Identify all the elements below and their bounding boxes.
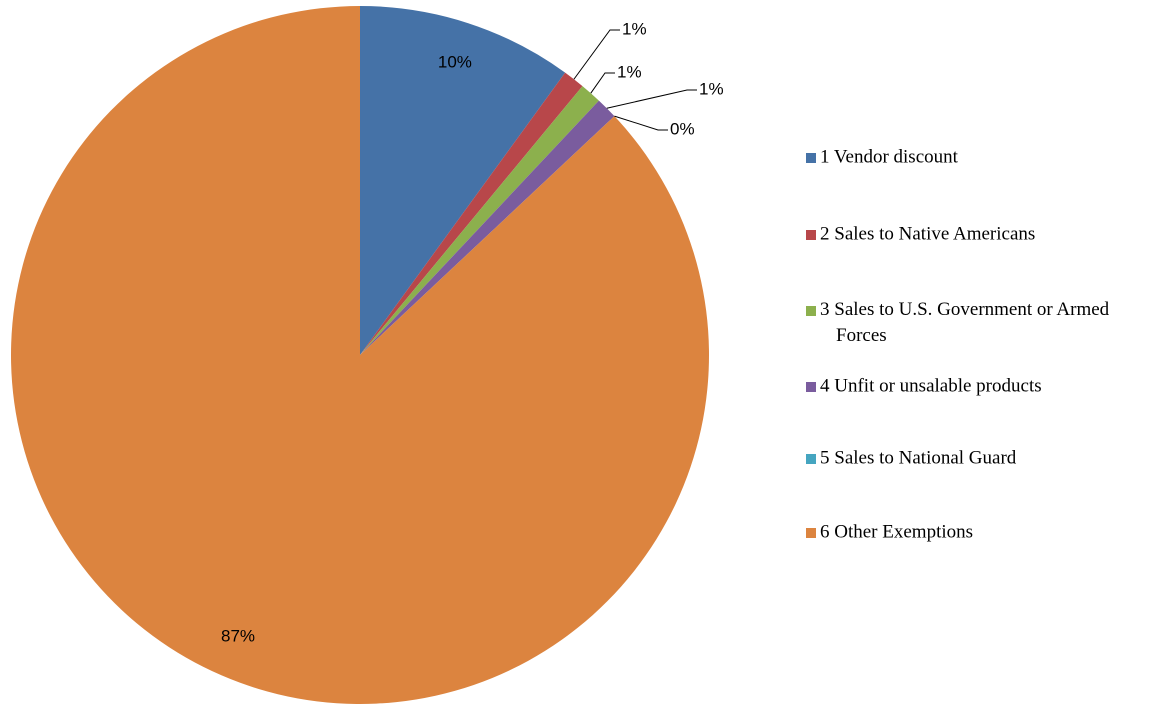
data-label: 1%: [699, 79, 724, 98]
legend-swatch: [806, 454, 816, 464]
legend-line: Forces: [836, 325, 887, 346]
leader-line: [606, 89, 697, 109]
pie-slice: [360, 86, 599, 355]
legend-swatch: [806, 382, 816, 392]
legend-swatch: [806, 153, 816, 163]
legend-label: 6 Other Exemptions: [820, 521, 973, 542]
pie-slice: [360, 100, 615, 355]
pie-slice: [360, 6, 566, 355]
legend-line: 3 Sales to U.S. Government or Armed: [820, 299, 1110, 320]
data-label: 10%: [438, 52, 472, 71]
leader-line: [590, 72, 615, 94]
legend-label: 1 Vendor discount: [820, 146, 959, 167]
legend-label: 3 Sales to U.S. Government or Armed Force…: [820, 299, 1110, 346]
legend-swatch: [806, 528, 816, 538]
data-label: 1%: [622, 19, 647, 38]
legend-label: 2 Sales to Native Americans: [820, 223, 1035, 244]
leader-line: [614, 115, 668, 131]
data-label: 87%: [221, 626, 255, 645]
legend-swatch: [806, 306, 816, 316]
pie-slice: [10, 6, 709, 704]
legend-label: 4 Unfit or unsalable products: [820, 375, 1042, 396]
pie-slice: [360, 72, 583, 355]
data-label: 1%: [617, 62, 642, 81]
legend-label: 5 Sales to National Guard: [820, 447, 1017, 468]
legend-swatch: [806, 230, 816, 240]
data-label: 0%: [670, 119, 695, 138]
leader-line: [573, 29, 620, 80]
